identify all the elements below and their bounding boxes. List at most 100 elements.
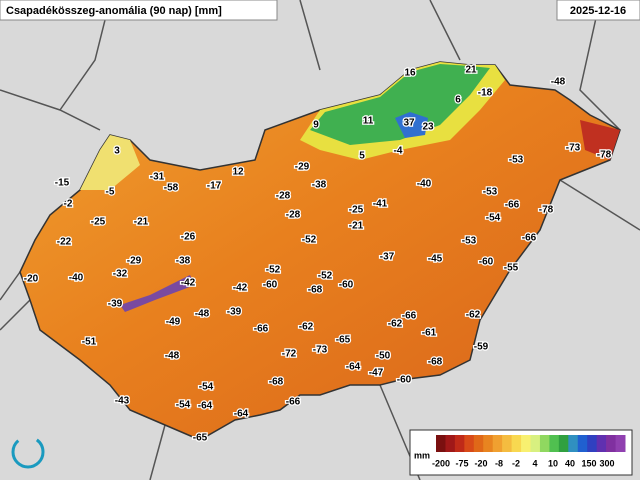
station-value: -22 — [57, 237, 72, 248]
legend: -200 -75 -20 -8 -2 4 10 40 150 300 — [432, 435, 626, 468]
station-value: -72 — [282, 349, 297, 360]
station-value: -48 — [551, 77, 566, 88]
station-value: -60 — [263, 280, 278, 291]
station-value: -52 — [266, 265, 281, 276]
legend-label: 40 — [565, 458, 575, 468]
station-value: -17 — [207, 181, 222, 192]
legend-unit: mm — [414, 450, 430, 460]
legend-swatch — [464, 435, 475, 452]
station-value: -59 — [474, 342, 489, 353]
title-box — [0, 0, 278, 21]
legend-swatch — [539, 435, 550, 452]
station-value: 21 — [465, 65, 477, 76]
wet-zone — [80, 135, 140, 190]
station-value: -66 — [254, 324, 269, 335]
station-value: -40 — [69, 273, 84, 284]
station-value: -51 — [82, 337, 97, 348]
station-value: -65 — [336, 335, 351, 346]
station-value: 37 — [403, 118, 415, 129]
station-value: 6 — [455, 95, 461, 106]
station-value: -66 — [522, 233, 537, 244]
station-value: -54 — [176, 400, 191, 411]
station-value: -78 — [539, 205, 554, 216]
station-value: -54 — [486, 213, 501, 224]
station-value: -29 — [127, 256, 142, 267]
station-value: 9 — [313, 120, 319, 131]
legend-swatch — [530, 435, 541, 452]
station-value: -78 — [597, 150, 612, 161]
legend-swatch — [558, 435, 569, 452]
station-value: -28 — [286, 210, 301, 221]
station-value: -68 — [428, 357, 443, 368]
station-value: -58 — [164, 183, 179, 194]
legend-label: -20 — [474, 458, 487, 468]
station-value: -61 — [422, 328, 437, 339]
station-value: -20 — [24, 274, 39, 285]
station-value: -5 — [106, 187, 115, 198]
station-value: 3 — [114, 146, 120, 157]
legend-label: 4 — [532, 458, 537, 468]
legend-swatch — [615, 435, 626, 452]
station-value: -53 — [509, 155, 524, 166]
station-value: -54 — [199, 382, 214, 393]
legend-swatch — [473, 435, 484, 452]
station-value: -4 — [394, 146, 403, 157]
station-value: 11 — [363, 116, 374, 127]
station-value: -73 — [566, 143, 581, 154]
legend-swatch — [502, 435, 513, 452]
legend-swatch — [445, 435, 456, 452]
station-value: -28 — [276, 191, 291, 202]
legend-swatch — [511, 435, 522, 452]
station-value: 12 — [232, 167, 244, 178]
date-box — [556, 0, 640, 21]
legend-label: 150 — [581, 458, 596, 468]
station-value: -39 — [227, 307, 242, 318]
wet-zone — [310, 64, 490, 145]
station-value: -62 — [388, 319, 403, 330]
station-value: -52 — [318, 271, 333, 282]
station-value: -66 — [402, 311, 417, 322]
station-value: -26 — [181, 232, 196, 243]
station-value: -21 — [349, 221, 364, 232]
date: 2025-12-16 — [570, 5, 626, 17]
station-value: -64 — [234, 409, 249, 420]
station-value: -47 — [369, 368, 384, 379]
station-value: -41 — [373, 199, 388, 210]
lake — [120, 275, 195, 312]
legend-label: -200 — [432, 458, 450, 468]
station-value: -68 — [308, 285, 323, 296]
station-value: -66 — [286, 397, 301, 408]
station-value: 5 — [359, 151, 365, 162]
legend-swatch — [492, 435, 503, 452]
station-value: -18 — [478, 88, 493, 99]
station-value: -60 — [479, 257, 494, 268]
station-value: -2 — [64, 199, 73, 210]
legend-swatch — [483, 435, 494, 452]
station-value: -15 — [55, 178, 70, 189]
station-value: -53 — [462, 236, 477, 247]
station-value: -40 — [417, 179, 432, 190]
station-value: -31 — [150, 172, 165, 183]
legend-swatch — [606, 435, 617, 452]
station-value: -64 — [198, 401, 213, 412]
legend-label: 300 — [599, 458, 614, 468]
legend-label: 10 — [548, 458, 558, 468]
station-value: -48 — [165, 351, 180, 362]
station-value: -50 — [376, 351, 391, 362]
legend-swatch — [521, 435, 531, 452]
legend-label: -8 — [495, 458, 503, 468]
station-value: -53 — [483, 187, 498, 198]
station-value: -25 — [349, 205, 364, 216]
legend-swatch — [454, 435, 465, 452]
station-value: -42 — [181, 278, 196, 289]
station-value: 16 — [404, 68, 416, 79]
station-value: -43 — [115, 396, 130, 407]
station-value: -25 — [91, 217, 106, 228]
station-value: -55 — [504, 263, 519, 274]
legend-swatch — [568, 435, 579, 452]
legend-label: -75 — [455, 458, 468, 468]
legend-swatch — [587, 435, 598, 452]
station-value: -38 — [176, 256, 191, 267]
station-value: -68 — [269, 377, 284, 388]
station-value: -60 — [397, 375, 412, 386]
